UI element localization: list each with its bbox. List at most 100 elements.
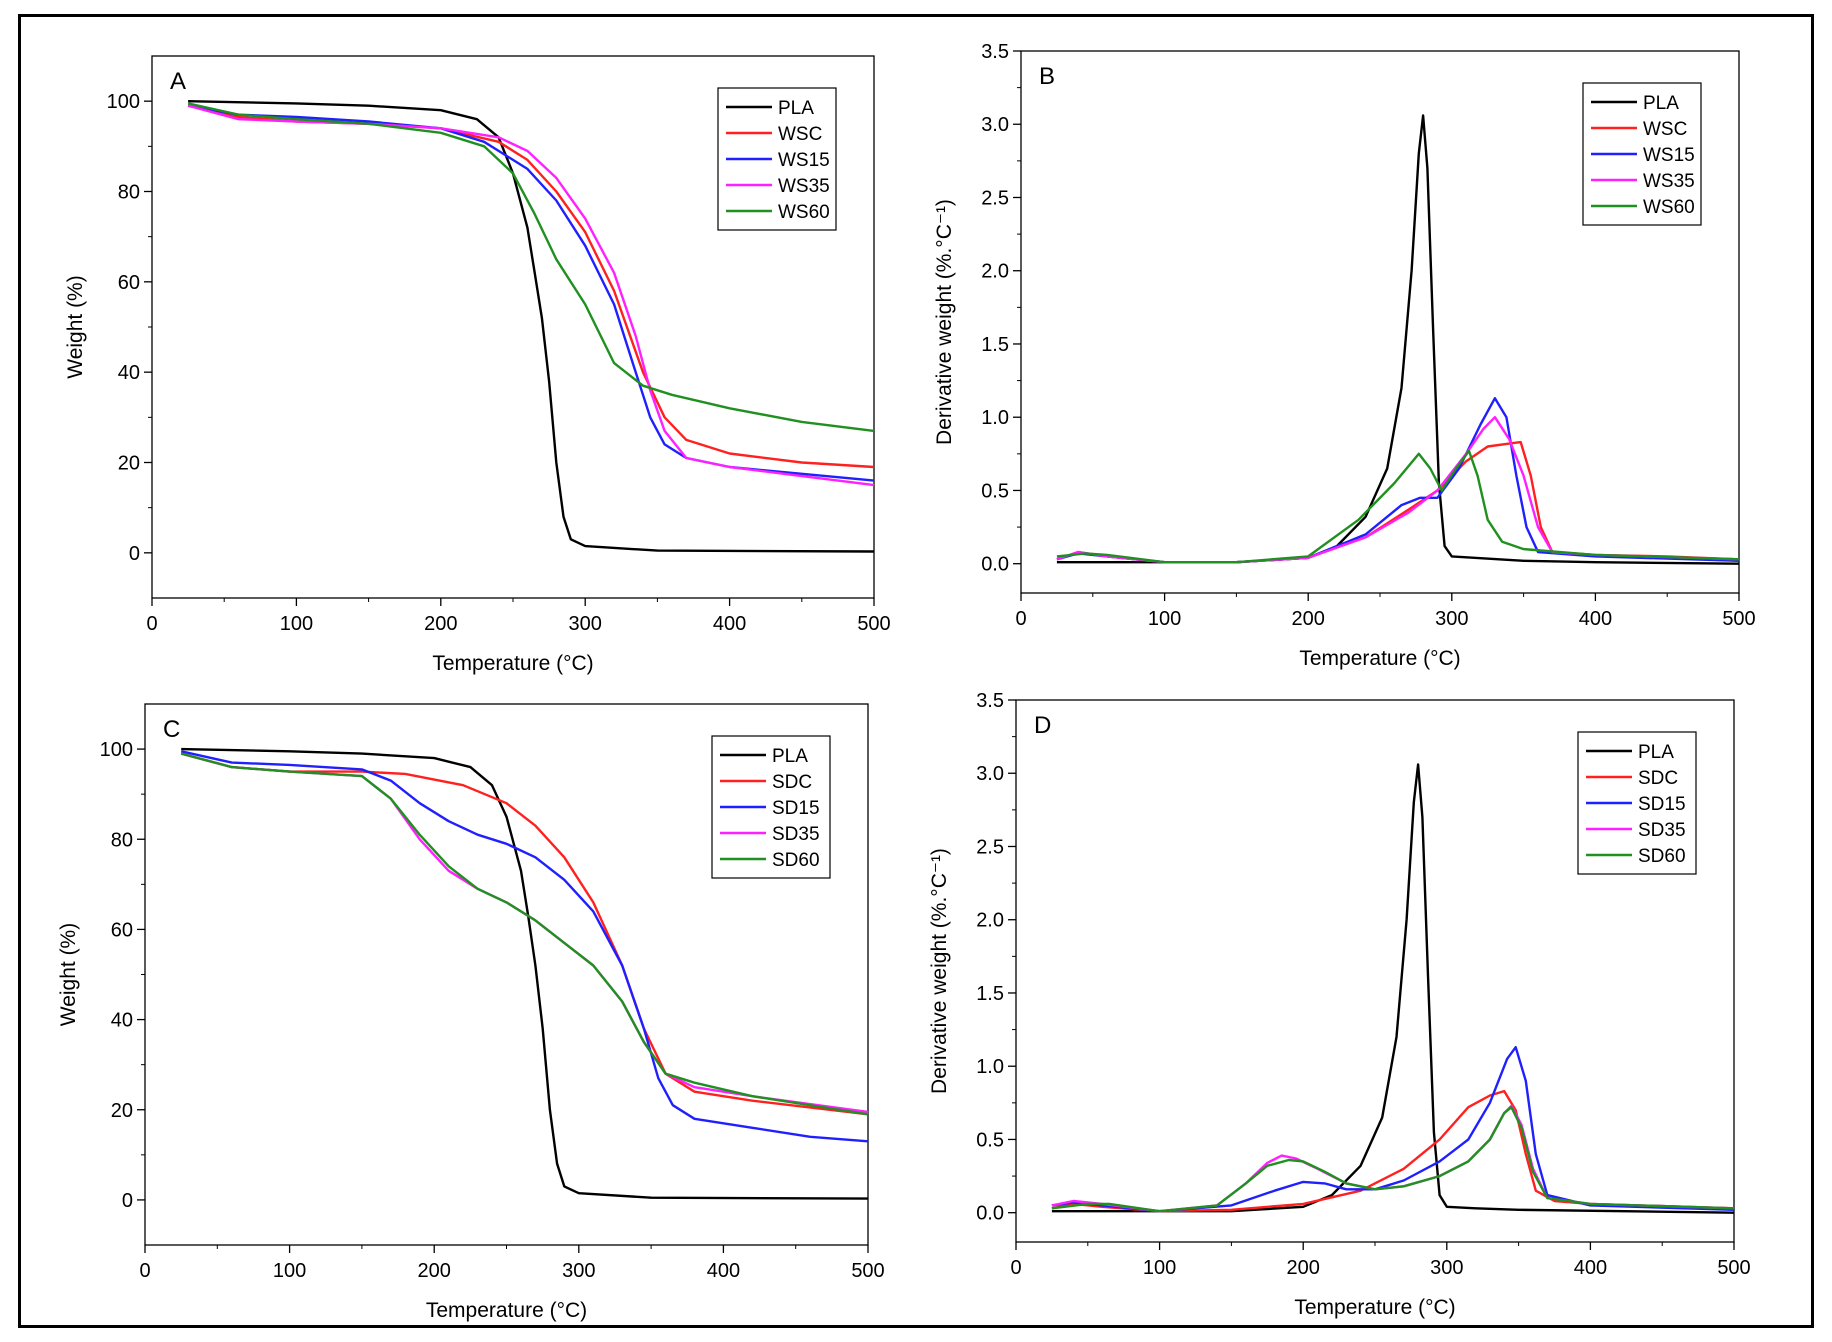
x-tick-label: 100 — [280, 613, 313, 635]
legend-label: WS60 — [778, 202, 830, 223]
x-axis-label: Temperature (°C) — [426, 1299, 587, 1322]
series-line-sd15 — [180, 750, 869, 1143]
y-axis-label: Derivative weight (%.°C⁻¹) — [928, 848, 951, 1094]
legend: PLA WSC WS15 WS35 WS60 — [1582, 82, 1702, 226]
y-tick-label: 2.0 — [981, 261, 1009, 283]
legend-label: WS15 — [1643, 145, 1695, 166]
y-tick-label: 40 — [118, 362, 140, 384]
x-tick-label: 300 — [1435, 608, 1468, 630]
x-tick-label: 300 — [569, 613, 602, 635]
chart-panel-d: 0 100 200 300 400 500 0.0 0.5 1.0 1.5 2.0 2.5 3.0 3.5… — [928, 690, 1751, 1319]
panel-letter: A — [170, 68, 186, 95]
y-tick-label: 100 — [107, 91, 140, 113]
y-tick-label: 60 — [118, 272, 140, 294]
x-tick-label: 300 — [1430, 1257, 1463, 1279]
x-tick-label: 200 — [1292, 608, 1325, 630]
x-tick-label: 100 — [1148, 608, 1181, 630]
y-tick-label: 20 — [111, 1100, 133, 1122]
x-tick-label: 0 — [146, 613, 157, 635]
legend-label: WSC — [1643, 119, 1687, 140]
series-line-pla — [1051, 763, 1735, 1214]
x-tick-label: 400 — [713, 613, 746, 635]
legend-label: WSC — [778, 124, 822, 145]
x-tick-label: 200 — [1287, 1257, 1320, 1279]
figure-frame: 0 100 200 300 400 500 0 20 40 60 80 100 Temperature … — [18, 14, 1814, 1328]
series-line-sd60 — [180, 752, 869, 1116]
legend-label: SDC — [772, 772, 812, 793]
x-tick-label: 300 — [562, 1260, 595, 1282]
legend-label: WS60 — [1643, 197, 1695, 218]
y-tick-label: 1.5 — [981, 334, 1009, 356]
legend-label: SD15 — [772, 798, 820, 819]
y-tick-label: 20 — [118, 453, 140, 475]
y-tick-label: 0.5 — [981, 480, 1009, 502]
x-tick-label: 500 — [851, 1260, 884, 1282]
series-line-sd35 — [1051, 1104, 1735, 1213]
legend-label: PLA — [1638, 742, 1674, 763]
x-tick-label: 400 — [707, 1260, 740, 1282]
legend-label: PLA — [772, 746, 808, 767]
series-line-ws60 — [1056, 449, 1740, 564]
legend-label: PLA — [1643, 93, 1679, 114]
legend-label: WS35 — [778, 176, 830, 197]
legend-label: WS35 — [1643, 171, 1695, 192]
y-tick-label: 1.0 — [981, 407, 1009, 429]
x-tick-label: 200 — [424, 613, 457, 635]
y-tick-label: 2.5 — [976, 836, 1004, 858]
x-tick-label: 500 — [857, 613, 890, 635]
y-tick-label: 80 — [118, 182, 140, 204]
legend: PLA WSC WS15 WS35 WS60 — [717, 87, 837, 231]
chart-panel-b: 0 100 200 300 400 500 0.0 0.5 1.0 1.5 2.0 2.5 3.0 3.5… — [933, 41, 1756, 670]
y-tick-label: 0 — [122, 1190, 133, 1212]
y-tick-label: 3.0 — [976, 763, 1004, 785]
x-tick-label: 0 — [1010, 1257, 1021, 1279]
y-tick-label: 1.0 — [976, 1056, 1004, 1078]
x-tick-label: 500 — [1722, 608, 1755, 630]
x-axis-label: Temperature (°C) — [1294, 1296, 1455, 1319]
y-tick-label: 1.5 — [976, 983, 1004, 1005]
y-tick-label: 2.5 — [981, 187, 1009, 209]
x-tick-label: 500 — [1717, 1257, 1750, 1279]
x-tick-label: 100 — [1143, 1257, 1176, 1279]
y-tick-label: 0.0 — [976, 1203, 1004, 1225]
series-line-pla — [188, 100, 875, 553]
y-tick-label: 0.5 — [976, 1129, 1004, 1151]
x-tick-label: 0 — [139, 1260, 150, 1282]
y-axis-label: Weight (%) — [64, 275, 87, 378]
panel-letter: D — [1034, 712, 1051, 739]
x-tick-label: 400 — [1574, 1257, 1607, 1279]
panel-letter: C — [163, 716, 180, 743]
series-line-sdc — [180, 752, 869, 1116]
x-tick-label: 200 — [418, 1260, 451, 1282]
legend-label: PLA — [778, 98, 814, 119]
y-tick-label: 40 — [111, 1010, 133, 1032]
x-tick-label: 400 — [1579, 608, 1612, 630]
legend-label: SD15 — [1638, 794, 1686, 815]
legend-label: SD35 — [772, 824, 820, 845]
legend-label: WS15 — [778, 150, 830, 171]
series-line-sd60 — [1051, 1106, 1735, 1213]
x-axis-label: Temperature (°C) — [1299, 647, 1460, 670]
x-tick-label: 0 — [1015, 608, 1026, 630]
y-tick-label: 0.0 — [981, 554, 1009, 576]
y-tick-label: 2.0 — [976, 910, 1004, 932]
legend-label: SD35 — [1638, 820, 1686, 841]
legend-label: SD60 — [1638, 846, 1686, 867]
y-tick-label: 100 — [100, 739, 133, 761]
y-axis-label: Derivative weight (%.°C⁻¹) — [933, 199, 956, 445]
series-line-ws60 — [187, 102, 875, 433]
y-tick-label: 80 — [111, 829, 133, 851]
legend-label: SD60 — [772, 850, 820, 871]
y-tick-label: 3.5 — [981, 41, 1009, 63]
y-tick-label: 60 — [111, 919, 133, 941]
chart-panel-a: 0 100 200 300 400 500 0 20 40 60 80 100 Temperature … — [64, 55, 891, 675]
panel-letter: B — [1039, 63, 1055, 90]
legend-label: SDC — [1638, 768, 1678, 789]
y-tick-label: 0 — [129, 543, 140, 565]
y-tick-label: 3.0 — [981, 114, 1009, 136]
series-line-sdc — [1051, 1089, 1735, 1213]
chart-panel-c: 0 100 200 300 400 500 0 20 40 60 80 100 Temperature … — [57, 703, 885, 1322]
y-axis-label: Weight (%) — [57, 923, 80, 1026]
y-tick-label: 3.5 — [976, 690, 1004, 712]
x-axis-label: Temperature (°C) — [432, 652, 593, 675]
